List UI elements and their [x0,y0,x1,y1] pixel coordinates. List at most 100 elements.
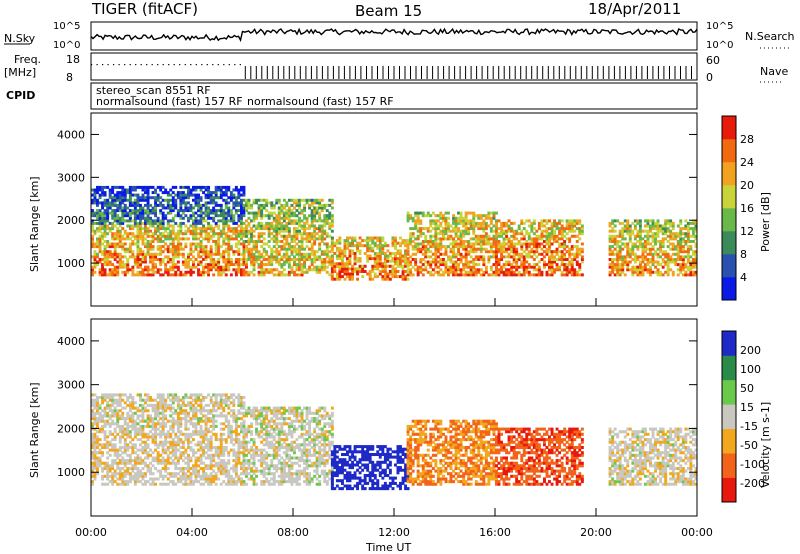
heatmap-cell [164,459,168,463]
heatmap-cell [537,242,541,246]
heatmap-cell [108,221,112,225]
heatmap-cell [348,262,352,266]
heatmap-cell [91,414,94,418]
heatmap-cell [118,232,122,236]
heatmap-cell [439,258,443,261]
heatmap-cell [358,236,362,240]
heatmap-cell [116,214,120,218]
heatmap-cell [406,260,410,264]
heatmap-cell [106,211,110,215]
heatmap-cell [631,265,635,269]
heatmap-cell [272,237,276,241]
heatmap-cell [192,224,195,228]
heatmap-cell [116,237,120,241]
heatmap-cell [227,477,231,481]
heatmap-cell [275,273,279,277]
heatmap-cell [452,273,456,277]
heatmap-cell [462,273,466,277]
heatmap-cell [166,268,170,272]
heatmap-cell [338,277,342,281]
heatmap-cell [149,234,153,238]
heatmap-cell [388,264,392,268]
heatmap-cell [608,273,612,277]
heatmap-cell [434,252,438,256]
heatmap-cell [563,227,567,231]
heatmap-cell [308,240,312,243]
heatmap-cell [146,191,150,195]
heatmap-cell [128,461,132,465]
heatmap-cell [199,209,203,213]
heatmap-cell [113,237,117,241]
heatmap-cell [330,272,334,276]
heatmap-cell [189,229,193,233]
heatmap-cell [543,245,546,249]
ytick-label: 2000 [57,214,85,227]
heatmap-cell [505,270,509,274]
heatmap-cell [250,258,254,261]
heatmap-cell [275,224,279,228]
heatmap-cell [686,265,690,269]
heatmap-cell [409,255,413,259]
heatmap-cell [505,242,509,246]
heatmap-cell [247,273,251,277]
heatmap-cell [159,459,163,463]
heatmap-cell [232,263,236,267]
heatmap-cell [669,224,673,228]
heatmap-cell [295,201,299,205]
heatmap-cell [308,237,312,241]
heatmap-cell [570,247,574,251]
heatmap-cell [356,272,360,276]
heatmap-cell [457,250,461,254]
heatmap-cell [93,417,97,421]
heatmap-cell [209,247,213,251]
heatmap-cell [656,240,660,243]
heatmap-cell [578,227,582,231]
heatmap-cell [548,242,551,246]
heatmap-cell [664,237,668,241]
heatmap-cell [194,203,198,207]
heatmap-cell [442,245,445,249]
heatmap-cell [280,245,284,249]
heatmap-cell [325,250,329,254]
heatmap-cell [396,252,400,255]
heatmap-cell [295,227,299,231]
heatmap-cell [234,260,238,264]
heatmap-cell [436,273,440,277]
heatmap-cell [123,263,127,267]
heatmap-cell [452,250,456,254]
heatmap-cell [646,240,650,243]
heatmap-cell [232,221,236,225]
heatmap-cell [335,241,339,245]
heatmap-cell [298,255,301,259]
heatmap-cell [247,224,251,228]
heatmap-cell [222,446,226,450]
heatmap-cell [573,221,577,225]
heatmap-cell [242,193,246,197]
heatmap-cell [171,273,175,277]
heatmap-cell [131,469,135,473]
heatmap-cell [128,237,132,241]
heatmap-cell [661,227,665,231]
heatmap-cell [507,268,511,272]
heatmap-cell [277,240,281,243]
heatmap-cell [227,185,231,189]
heatmap-cell [353,257,357,261]
heatmap-cell [540,232,544,236]
heatmap-cell [214,464,218,468]
heatmap-cell [265,224,269,228]
heatmap-cell [290,240,294,243]
heatmap-cell [169,232,173,236]
heatmap-cell [219,265,223,269]
heatmap-cell [227,459,231,463]
heatmap-cell [202,474,206,478]
freq-dot [173,64,175,66]
heatmap-cell [224,250,228,254]
heatmap-cell [247,240,251,243]
heatmap-cell [171,480,175,484]
heatmap-cell [204,247,208,251]
heatmap-cell [489,227,493,231]
heatmap-cell [252,252,256,256]
heatmap-cell [679,265,683,269]
heatmap-cell [146,432,150,436]
